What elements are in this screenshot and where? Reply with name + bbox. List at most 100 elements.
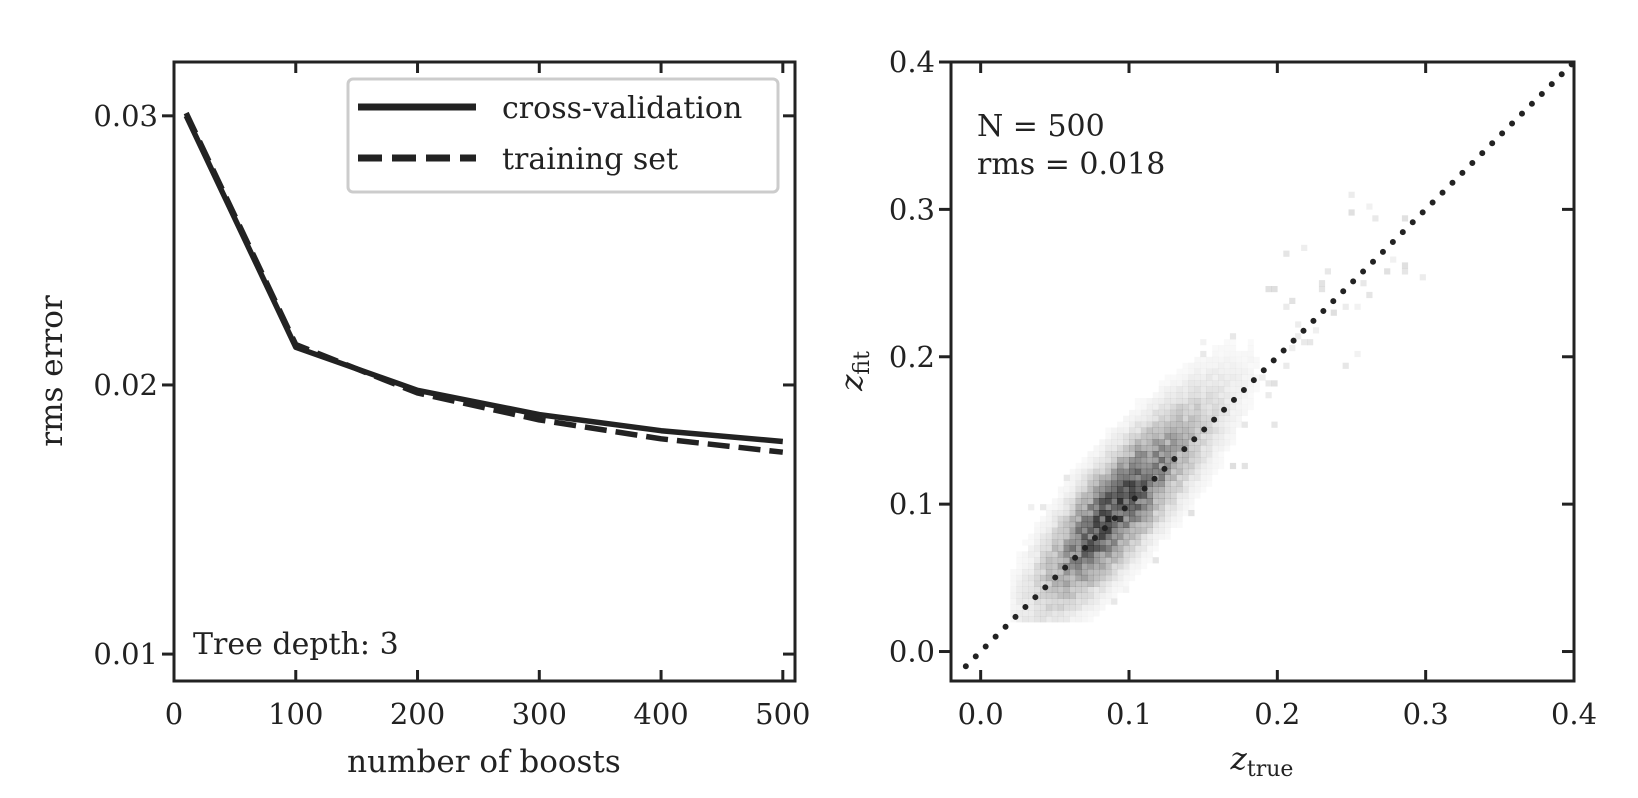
density-cell: [1206, 421, 1213, 428]
density-cell: [1342, 303, 1349, 310]
right-x-label-sub: true: [1247, 757, 1294, 782]
density-cell: [1123, 551, 1130, 558]
density-cell: [1088, 610, 1094, 616]
density-cell: [1052, 498, 1058, 504]
left-x-axis-label: number of boosts: [347, 744, 621, 780]
density-cell: [1093, 462, 1100, 470]
density-cell: [1140, 510, 1148, 517]
density-cell: [1194, 427, 1201, 434]
density-cell: [1123, 498, 1130, 505]
density-cell: [1188, 451, 1195, 458]
density-cell: [1188, 374, 1195, 381]
density-cell: [1218, 351, 1224, 357]
density-cell: [1134, 457, 1142, 464]
density-cell: [1045, 580, 1053, 587]
density-cell: [1218, 463, 1224, 469]
density-cell: [1140, 480, 1148, 487]
density-cell: [1218, 421, 1225, 428]
density-cell: [1236, 357, 1242, 363]
density-cell: [1063, 533, 1070, 540]
density-cell: [1129, 510, 1136, 517]
density-cell: [1063, 498, 1070, 505]
density-cell: [1176, 445, 1183, 452]
density-cell: [1182, 504, 1189, 511]
density-cell: [1176, 480, 1183, 487]
right-x-tick-label: 0.2: [1254, 697, 1300, 731]
density-cell: [1129, 551, 1136, 558]
density-cell: [1366, 291, 1373, 299]
density-cell: [1105, 533, 1112, 540]
density-cell: [1164, 433, 1171, 440]
density-cell: [1081, 533, 1088, 540]
density-cell: [1123, 510, 1130, 517]
density-cell: [1307, 339, 1314, 346]
density-cell: [1170, 486, 1177, 493]
density-cell: [1134, 433, 1142, 440]
density-cell: [1176, 498, 1183, 505]
density-cell: [1164, 498, 1171, 505]
density-cell: [1057, 563, 1064, 570]
right-x-tick-label: 0.1: [1106, 697, 1152, 731]
density-cell: [1152, 498, 1159, 505]
left-y-ticks: 0.01 0.02 0.03: [93, 99, 795, 671]
density-cell: [1158, 492, 1165, 499]
density-cell: [1194, 480, 1201, 487]
density-cell: [1099, 574, 1106, 582]
density-cell: [1235, 368, 1242, 375]
density-cell: [1022, 569, 1029, 576]
density-cell: [1087, 539, 1094, 546]
density-cell: [1028, 592, 1035, 599]
density-cell: [1111, 551, 1118, 558]
density-cell: [1069, 533, 1076, 540]
density-cell: [1063, 616, 1070, 623]
tree-depth-annotation: Tree depth: 3: [193, 627, 399, 662]
density-cell: [1134, 462, 1142, 470]
density-cell: [1170, 439, 1177, 446]
density-cell: [1164, 403, 1171, 411]
density-cell: [1194, 468, 1201, 475]
density-cell: [1152, 539, 1159, 546]
density-cell: [1212, 380, 1219, 387]
density-cell: [1271, 286, 1278, 293]
density-cell: [1040, 557, 1047, 564]
density-cell: [1152, 415, 1159, 422]
density-cell: [1254, 363, 1260, 369]
density-cell: [1401, 262, 1409, 269]
density-cell: [1135, 404, 1141, 410]
density-cell: [1111, 433, 1118, 440]
density-cell: [1028, 580, 1035, 587]
density-cell: [1051, 616, 1059, 623]
density-cell: [1093, 580, 1100, 587]
density-cell: [1223, 398, 1231, 405]
density-cell: [1045, 610, 1053, 617]
density-cell: [1111, 574, 1118, 582]
density-cell: [1223, 409, 1231, 416]
density-cell: [1218, 398, 1225, 405]
density-cell: [1194, 392, 1201, 399]
density-cell: [1194, 380, 1201, 387]
right-y-label-sub: fit: [850, 351, 875, 375]
density-cell: [1040, 504, 1047, 511]
density-cell: [1087, 574, 1094, 582]
density-cell: [1028, 563, 1035, 570]
density-cell: [1016, 610, 1023, 617]
density-cell: [1194, 457, 1201, 464]
density-cell: [1082, 457, 1088, 463]
density-cell: [1081, 504, 1088, 511]
density-cell: [1200, 415, 1207, 422]
density-cell: [1022, 574, 1029, 582]
density-cell: [1158, 521, 1165, 528]
density-cell: [1170, 445, 1177, 452]
density-cell: [1158, 474, 1165, 481]
density-cell: [1194, 374, 1201, 381]
density-cell: [1093, 610, 1099, 616]
density-cell: [1146, 498, 1153, 505]
density-cell: [1401, 215, 1409, 222]
density-cell: [1176, 492, 1183, 499]
density-cell: [1111, 563, 1118, 570]
density-cell: [1200, 380, 1207, 387]
density-cell: [1182, 386, 1189, 393]
right-panel: 0.0 0.1 0.2 0.3 0.4 0.00.10.20.30.4 N = 500 …: [834, 45, 1597, 782]
density-cell: [1040, 580, 1047, 587]
density-cell: [1093, 468, 1100, 475]
